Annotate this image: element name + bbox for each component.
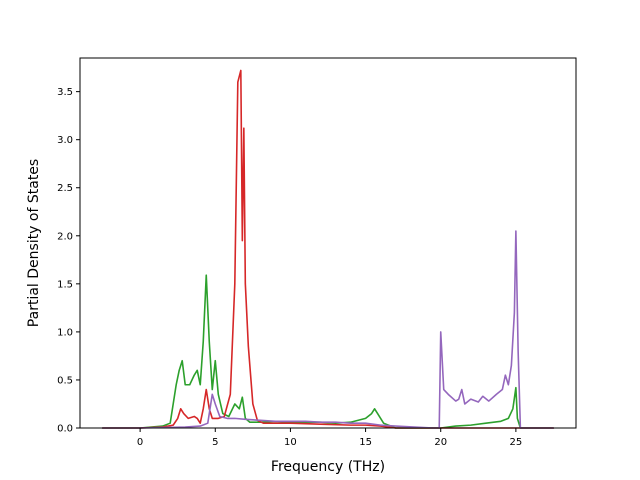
y-tick-label: 2.0 [57,231,73,242]
y-tick-label: 3.5 [57,87,73,98]
y-tick-label: 2.5 [57,183,73,194]
x-axis-title: Frequency (THz) [271,459,385,475]
x-tick-label: 15 [359,437,372,448]
y-tick-label: 1.0 [57,327,73,338]
x-tick-label: 0 [137,437,143,448]
plot-frame [79,57,577,429]
y-tick-label: 0.0 [57,424,73,435]
y-axis-title: Partial Density of States [26,159,42,327]
x-tick-label: 25 [510,437,523,448]
x-tick-label: 5 [212,437,218,448]
x-tick-label: 20 [434,437,447,448]
series-line-2 [101,69,555,429]
series-line-1 [101,274,555,429]
x-tick-label: 10 [284,437,297,448]
y-tick-label: 0.5 [57,375,73,386]
y-axis-ticks: 0.0 0.5 1.0 1.5 2.0 2.5 3.0 3.5 [57,87,80,435]
y-tick-label: 3.0 [57,135,73,146]
x-axis-ticks: 0 5 10 15 20 25 [137,428,522,448]
y-tick-label: 1.5 [57,279,73,290]
